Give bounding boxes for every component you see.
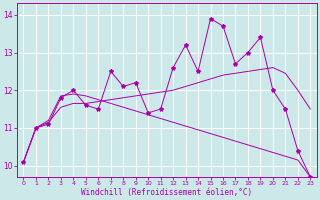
X-axis label: Windchill (Refroidissement éolien,°C): Windchill (Refroidissement éolien,°C) [81,188,252,197]
